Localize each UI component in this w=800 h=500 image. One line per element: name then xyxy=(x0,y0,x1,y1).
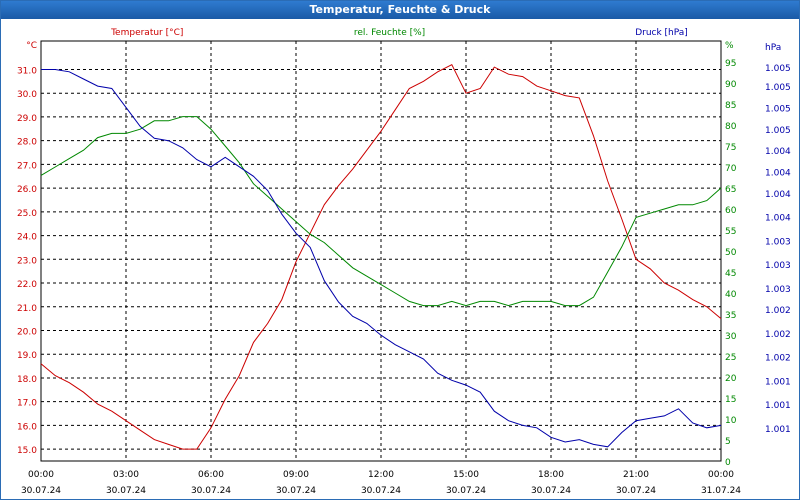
humidity-tick-label: 65 xyxy=(725,185,736,195)
humidity-tick-label: 70 xyxy=(725,164,737,174)
temperature-series-line xyxy=(40,64,722,450)
pressure-tick-label: 1.005 xyxy=(765,104,791,114)
temperature-tick-label: 29.0 xyxy=(17,114,37,124)
series-label-temperature: Temperatur [°C] xyxy=(110,28,183,38)
x-tick-time: 12:00 xyxy=(368,470,394,480)
temperature-tick-label: 28.0 xyxy=(17,138,37,148)
x-tick-date: 30.07.24 xyxy=(446,486,486,496)
temperature-tick-label: 25.0 xyxy=(17,209,37,219)
pressure-tick-label: 1.001 xyxy=(765,377,791,387)
pressure-series-line xyxy=(41,69,722,448)
x-tick-date: 30.07.24 xyxy=(276,486,316,496)
x-tick-date: 30.07.24 xyxy=(361,486,401,496)
humidity-tick-label: 80 xyxy=(725,122,737,132)
humidity-tick-label: 40 xyxy=(725,290,737,300)
pressure-tick-label: 1.002 xyxy=(765,354,791,364)
pressure-tick-label: 1.004 xyxy=(765,214,791,224)
humidity-tick-label: 50 xyxy=(725,248,737,258)
humidity-tick-label: 60 xyxy=(725,206,737,216)
humidity-tick-label: 95 xyxy=(725,59,736,69)
temperature-tick-label: 30.0 xyxy=(17,90,37,100)
x-tick-time: 00:00 xyxy=(28,470,54,480)
pressure-tick-label: 1.003 xyxy=(765,261,791,271)
x-tick-date: 30.07.24 xyxy=(21,486,61,496)
x-tick-time: 09:00 xyxy=(283,470,309,480)
temperature-unit: °C xyxy=(26,41,37,51)
pressure-tick-label: 1.005 xyxy=(765,64,791,74)
temperature-tick-label: 15.0 xyxy=(17,446,37,456)
x-tick-date: 30.07.24 xyxy=(106,486,146,496)
pressure-tick-label: 1.005 xyxy=(765,83,791,93)
temperature-tick-label: 18.0 xyxy=(17,375,37,385)
temperature-tick-label: 24.0 xyxy=(17,233,37,243)
series-lines xyxy=(40,64,722,450)
pressure-tick-label: 1.002 xyxy=(765,330,791,340)
humidity-tick-label: 75 xyxy=(725,143,736,153)
humidity-tick-label: 20 xyxy=(725,374,737,384)
temperature-tick-label: 21.0 xyxy=(17,304,37,314)
humidity-tick-label: 55 xyxy=(725,227,736,237)
x-tick-time: 06:00 xyxy=(198,470,224,480)
humidity-tick-label: 25 xyxy=(725,353,736,363)
pressure-unit: hPa xyxy=(765,43,781,53)
temperature-tick-label: 20.0 xyxy=(17,327,37,337)
pressure-tick-label: 1.001 xyxy=(765,425,791,435)
humidity-tick-label: 10 xyxy=(725,416,737,426)
pressure-tick-label: 1.004 xyxy=(765,147,791,157)
series-label-humidity: rel. Feuchte [%] xyxy=(354,28,425,38)
pressure-tick-label: 1.002 xyxy=(765,306,791,316)
pressure-tick-label: 1.001 xyxy=(765,401,791,411)
pressure-tick-label: 1.005 xyxy=(765,126,791,136)
pressure-tick-label: 1.003 xyxy=(765,237,791,247)
x-tick-date: 30.07.24 xyxy=(531,486,571,496)
humidity-tick-label: 30 xyxy=(725,332,737,342)
pressure-tick-label: 1.004 xyxy=(765,190,791,200)
axes-labels: 15.0 16.0 17.0 18.0 19.0 20.0 21.0 22.0 23.0 24.0… xyxy=(17,28,791,496)
humidity-tick-label: 45 xyxy=(725,269,736,279)
pressure-tick-label: 1.004 xyxy=(765,169,791,179)
x-tick-time: 21:00 xyxy=(623,470,649,480)
humidity-tick-label: 85 xyxy=(725,101,736,111)
temperature-tick-label: 27.0 xyxy=(17,161,37,171)
series-label-pressure: Druck [hPa] xyxy=(635,28,688,38)
temperature-tick-label: 17.0 xyxy=(17,399,37,409)
humidity-tick-label: 90 xyxy=(725,80,737,90)
x-tick-date: 30.07.24 xyxy=(616,486,656,496)
x-tick-date: 30.07.24 xyxy=(191,486,231,496)
x-tick-time: 03:00 xyxy=(113,470,139,480)
x-tick-date: 31.07.24 xyxy=(701,486,741,496)
temperature-tick-label: 23.0 xyxy=(17,256,37,266)
humidity-tick-label: 35 xyxy=(725,311,736,321)
temperature-tick-label: 19.0 xyxy=(17,351,37,361)
humidity-tick-label: 0 xyxy=(725,458,731,468)
x-tick-time: 00:00 xyxy=(708,470,734,480)
temperature-tick-label: 31.0 xyxy=(17,66,37,76)
x-tick-time: 15:00 xyxy=(453,470,479,480)
temperature-tick-label: 22.0 xyxy=(17,280,37,290)
chart-title: Temperatur, Feuchte & Druck xyxy=(1,1,799,19)
temperature-tick-label: 26.0 xyxy=(17,185,37,195)
humidity-unit: % xyxy=(725,41,734,51)
temperature-tick-label: 16.0 xyxy=(17,422,37,432)
x-tick-time: 18:00 xyxy=(538,470,564,480)
grid xyxy=(41,41,721,461)
humidity-series-line xyxy=(40,116,722,307)
pressure-tick-label: 1.003 xyxy=(765,285,791,295)
humidity-tick-label: 15 xyxy=(725,395,736,405)
humidity-tick-label: 5 xyxy=(725,437,731,447)
